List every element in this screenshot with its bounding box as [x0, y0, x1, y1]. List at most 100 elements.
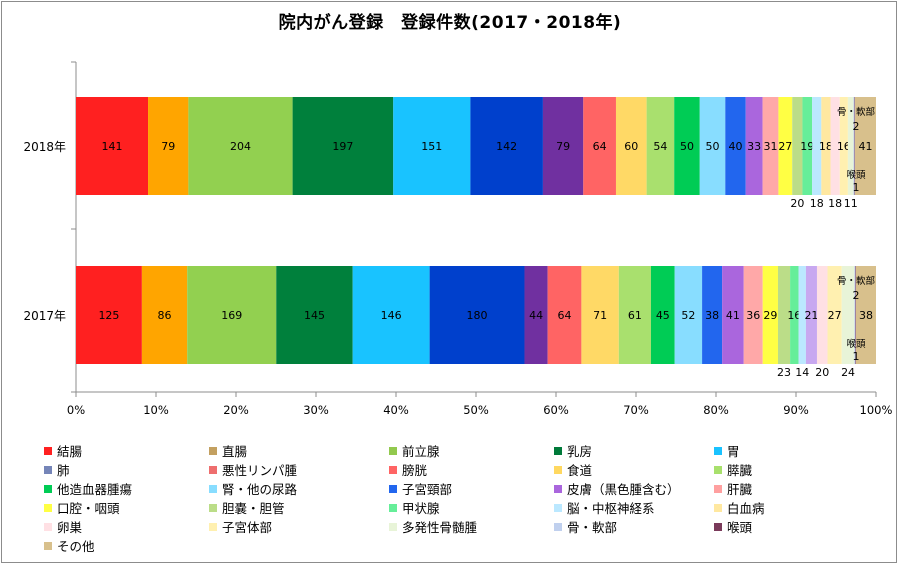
- legend-item: 肺: [44, 463, 70, 479]
- bar-segment: [827, 266, 842, 364]
- legend-label: 他造血器腫瘍: [57, 482, 133, 497]
- legend-item: 甲状腺: [389, 501, 440, 517]
- bar-segment: [762, 97, 779, 195]
- data-label: 60: [624, 140, 638, 153]
- legend-item: 卵巣: [44, 520, 82, 536]
- bar-segment: [76, 97, 149, 195]
- larynx-value: 1: [853, 181, 860, 194]
- legend-item: 口腔・咽頭: [44, 501, 120, 517]
- bar-segment: [778, 97, 793, 195]
- category-label: 2017年: [23, 309, 66, 323]
- data-label: 141: [102, 140, 123, 153]
- legend-item: 前立腺: [389, 444, 440, 460]
- data-label: 180: [467, 309, 488, 322]
- data-label: 64: [593, 140, 607, 153]
- data-label: 11: [844, 197, 858, 210]
- data-label: 16: [837, 140, 851, 153]
- data-label: 27: [778, 140, 792, 153]
- legend-label: 多発性骨髄腫: [402, 520, 478, 535]
- bone-soft-tissue-name: 骨・軟部: [837, 275, 875, 287]
- bar-segment: [393, 97, 471, 195]
- legend-item: 多発性骨髄腫: [389, 520, 477, 536]
- legend-item: 子宮頸部: [389, 482, 452, 498]
- data-label: 14: [795, 366, 809, 379]
- x-tick-label: 60%: [543, 403, 569, 417]
- bar-segment: [583, 97, 616, 195]
- bar-segment: [141, 266, 188, 364]
- legend-swatch: [44, 466, 52, 474]
- data-label: 40: [729, 140, 743, 153]
- data-label: 18: [819, 140, 833, 153]
- legend-swatch: [209, 466, 217, 474]
- bar-segment: [745, 97, 763, 195]
- bone-soft-tissue-value: 2: [853, 120, 860, 133]
- data-label: 20: [815, 366, 829, 379]
- bar-segment: [853, 97, 855, 195]
- x-tick-label: 100%: [860, 403, 893, 417]
- legend-label: 脳・中枢神経系: [567, 501, 655, 516]
- larynx-name: 喉頭: [846, 169, 866, 181]
- bar-segment: [790, 266, 799, 364]
- legend-label: 肺: [57, 463, 70, 478]
- bar-segment: [76, 266, 142, 364]
- bar-segment: [581, 266, 619, 364]
- legend-item: 子宮体部: [209, 520, 272, 536]
- data-label: 64: [558, 309, 572, 322]
- legend-swatch: [44, 447, 52, 455]
- bar-segment: [615, 97, 647, 195]
- legend-label: 前立腺: [402, 444, 440, 459]
- legend-label: 結腸: [57, 444, 83, 459]
- bar-segment: [429, 266, 525, 364]
- legend-swatch: [44, 504, 52, 512]
- legend-item: 脳・中枢神経系: [554, 501, 655, 517]
- legend-item: 肝臓: [714, 482, 752, 498]
- legend-swatch: [209, 447, 217, 455]
- legend-swatch: [714, 504, 722, 512]
- data-label: 146: [381, 309, 402, 322]
- data-label: 125: [98, 309, 119, 322]
- legend-label: 悪性リンパ腫: [222, 463, 298, 478]
- legend-swatch: [44, 523, 52, 531]
- data-label: 79: [161, 140, 175, 153]
- legend-label: 食道: [567, 463, 593, 478]
- data-label: 16: [787, 309, 801, 322]
- bar-segment: [542, 97, 584, 195]
- x-tick-label: 20%: [223, 403, 249, 417]
- legend-label: 腎・他の尿路: [222, 482, 298, 497]
- legend-swatch: [209, 504, 217, 512]
- data-label: 151: [421, 140, 442, 153]
- legend-item: 他造血器腫瘍: [44, 482, 132, 498]
- data-label: 41: [726, 309, 740, 322]
- data-label: 36: [746, 309, 760, 322]
- legend-item: 乳房: [554, 444, 592, 460]
- x-tick-label: 50%: [463, 403, 489, 417]
- bar-segment: [847, 97, 854, 195]
- bar-segment: [821, 97, 831, 195]
- larynx-name: 喉頭: [846, 338, 866, 350]
- legend-label: 子宮体部: [222, 520, 273, 535]
- legend-swatch: [554, 504, 562, 512]
- legend-label: 子宮頸部: [402, 482, 453, 497]
- data-label: 33: [747, 140, 761, 153]
- bar-segment: [188, 97, 293, 195]
- legend-swatch: [554, 466, 562, 474]
- data-label: 204: [230, 140, 251, 153]
- data-label: 45: [656, 309, 670, 322]
- chart-plot-area: 0% 10% 20% 30% 40% 50% 60% 70% 80% 90% 100%2018年 14…: [23, 61, 893, 417]
- bar-segment: [839, 97, 848, 195]
- legend-label: 卵巣: [57, 520, 83, 535]
- bar-segment: [650, 266, 675, 364]
- legend-label: 喉頭: [727, 520, 753, 535]
- bar-segment: [855, 97, 876, 195]
- legend-label: 白血病: [727, 501, 765, 516]
- legend-swatch: [714, 447, 722, 455]
- data-label: 50: [680, 140, 694, 153]
- data-label: 21: [804, 309, 818, 322]
- data-label: 20: [790, 197, 804, 210]
- legend-item: 膀胱: [389, 463, 427, 479]
- legend-label: 皮膚（黒色腫含む）: [567, 482, 680, 497]
- legend-label: 胆嚢・胆管: [222, 501, 285, 516]
- bar-segment: [618, 266, 651, 364]
- legend-item: 骨・軟部: [554, 520, 617, 536]
- legend-item: 食道: [554, 463, 592, 479]
